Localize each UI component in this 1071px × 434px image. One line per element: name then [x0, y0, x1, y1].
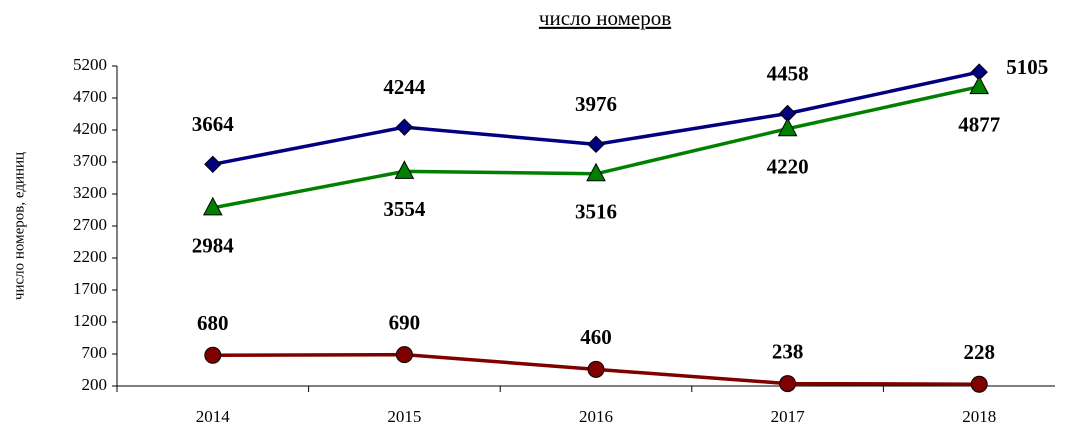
x-tick-label: 2014	[196, 407, 231, 426]
y-tick-label: 3700	[73, 151, 107, 170]
data-label: 680	[197, 311, 229, 335]
y-tick-label: 5200	[73, 55, 107, 74]
point	[779, 375, 797, 393]
point	[587, 360, 605, 378]
x-tick-label: 2017	[771, 407, 806, 426]
chart-title: число номеров	[539, 6, 671, 30]
data-label: 460	[580, 325, 612, 349]
y-tick-label: 700	[82, 343, 108, 362]
data-label: 5105	[1006, 55, 1048, 79]
data-label: 4244	[383, 75, 426, 99]
y-tick-label: 1200	[73, 311, 107, 330]
y-tick-label: 2200	[73, 247, 107, 266]
point	[587, 135, 605, 154]
data-label: 690	[389, 310, 421, 334]
y-tick-label: 2700	[73, 215, 107, 234]
data-label: 3554	[383, 197, 426, 221]
data-label: 4220	[767, 155, 809, 179]
data-label: 3664	[192, 112, 235, 136]
x-tick-label: 2018	[962, 407, 996, 426]
point	[204, 155, 222, 174]
x-tick-label: 2016	[579, 407, 613, 426]
point	[395, 118, 414, 136]
y-tick-label: 200	[82, 375, 108, 394]
data-label: 228	[963, 340, 995, 364]
point	[394, 160, 415, 179]
point	[777, 117, 798, 137]
data-label: 238	[772, 339, 804, 363]
x-tick-label: 2015	[387, 407, 421, 426]
y-tick-label: 1700	[73, 279, 107, 298]
point	[202, 196, 223, 216]
point	[970, 375, 988, 393]
data-label: 2984	[192, 234, 235, 258]
y-tick-label: 4700	[73, 87, 107, 106]
y-axis-label: число номеров, единиц	[11, 152, 27, 300]
data-label: 3976	[575, 92, 617, 116]
y-tick-label: 3200	[73, 183, 107, 202]
y-tick-label: 4200	[73, 119, 107, 138]
point	[204, 346, 222, 364]
data-label: 3516	[575, 200, 617, 224]
point	[586, 162, 606, 182]
data-label: 4877	[958, 112, 1000, 136]
data-label: 4458	[767, 61, 809, 85]
point	[395, 346, 413, 364]
point	[969, 75, 990, 95]
